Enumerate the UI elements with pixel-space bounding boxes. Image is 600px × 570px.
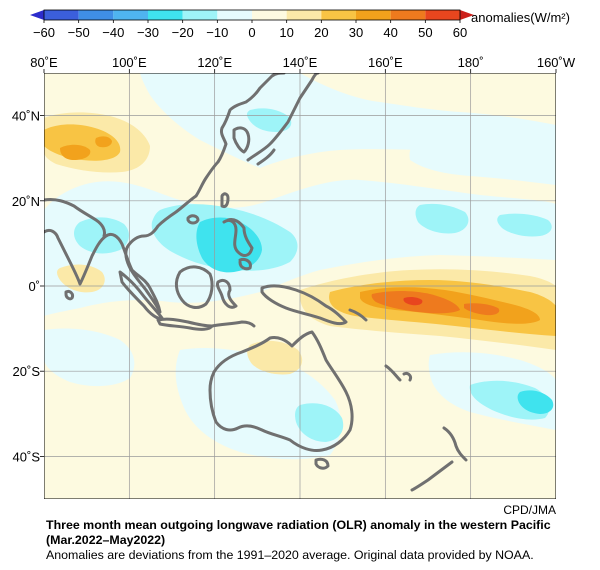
positive-anomaly-fields: [44, 112, 556, 375]
caption-period: (Mar.2022–May2022): [46, 533, 166, 547]
color-scale-tick-label: 60: [453, 25, 467, 40]
color-scale-cell: [321, 10, 356, 20]
longitude-label: 100˚E: [112, 55, 147, 70]
coastline-new-guinea: [260, 284, 348, 326]
latitude-label: 0˚: [28, 279, 40, 294]
latitude-label: 40˚N: [12, 109, 40, 124]
anomaly-cyan-mid-east: [497, 213, 552, 237]
color-scale-tick-label: 30: [349, 25, 363, 40]
coastline-australia: [208, 330, 354, 452]
credit-label: CPD/JMA: [503, 503, 556, 517]
anomaly-cyan-mid-central: [415, 203, 469, 234]
longitude-label: 160˚E: [368, 55, 403, 70]
anomaly-cyan-mid-northeast: [246, 108, 292, 132]
above-maximum-arrow: [460, 10, 474, 20]
anomaly-cyan-light-northeast: [409, 139, 556, 185]
color-scale-tick-label: 0: [248, 25, 255, 40]
color-scale-cell: [286, 10, 322, 20]
caption-note: Anomalies are deviations from the 1991–2…: [46, 548, 534, 562]
color-scale-cell: [113, 10, 148, 20]
map-panel: [44, 73, 556, 499]
color-scale-tick-label: −40: [102, 25, 124, 40]
longitude-label: 160˚W: [537, 55, 576, 70]
anomaly-cyan-light-west: [44, 328, 135, 387]
color-scale-tick-label: 50: [418, 25, 432, 40]
color-scale-cell: [390, 10, 426, 20]
color-scale-cell: [44, 10, 79, 20]
below-minimum-arrow: [30, 10, 44, 20]
color-scale-cell: [182, 10, 218, 20]
color-scale-cell: [252, 10, 287, 20]
anomaly-cyan-strong-se: [517, 390, 554, 414]
anomaly-cyan-mid-bengal: [74, 217, 129, 254]
longitude-label: 120˚E: [197, 55, 232, 70]
longitude-label: 180˚: [458, 55, 484, 70]
anomaly-red-core-equator: [403, 296, 423, 306]
coastline-solomon: [348, 308, 368, 322]
latitude-label: 20˚S: [13, 364, 41, 379]
coastline-lesser-sunda: [210, 320, 256, 328]
color-scale-cell: [356, 10, 391, 20]
color-scale-tick-label: −30: [137, 25, 159, 40]
longitude-labels: 80˚E 100˚E 120˚E 140˚E 160˚E 180˚ 160˚W: [30, 55, 576, 73]
coastline-borneo: [174, 265, 214, 309]
caption-title: Three month mean outgoing longwave radia…: [46, 518, 551, 532]
color-scale-tick-label: −50: [68, 25, 90, 40]
color-scale-tick-label: 20: [314, 25, 328, 40]
color-scale-tick-label: −60: [33, 25, 55, 40]
color-scale-cell: [148, 10, 183, 20]
anomaly-orange-light-india: [57, 264, 105, 293]
coastline-japan: [246, 73, 320, 166]
anomaly-orange-strong-northwest: [60, 144, 91, 160]
anomaly-orange-strong-northwest2: [95, 136, 112, 148]
coastline-fiji: [402, 372, 412, 382]
coastline-tasmania: [314, 457, 330, 470]
figure-caption: Three month mean outgoing longwave radia…: [46, 518, 596, 563]
latitude-label: 40˚S: [13, 449, 41, 464]
coastline-philippines: [222, 218, 254, 271]
anomaly-orange-deep-east: [464, 303, 500, 316]
color-scale-tick-label: −20: [172, 25, 194, 40]
color-scale-tick-label: 40: [383, 25, 397, 40]
coastline-asia-mainland: [44, 73, 286, 314]
color-scale-legend: −60 −50 −40 −30 −20 −10 0 10 20 30 40 50 60 anomalie…: [30, 9, 570, 40]
coastline-new-caledonia: [384, 364, 402, 382]
coastline-sulawesi: [216, 278, 238, 309]
coastline-asia-northwest: [44, 198, 106, 238]
color-scale-cell: [78, 10, 114, 20]
lat-lon-grid: [44, 73, 556, 499]
coastline-korea: [232, 126, 251, 154]
coastline-sri-lanka: [64, 290, 74, 301]
coastlines: [44, 73, 468, 492]
latitude-labels: 40˚N 20˚N 0˚ 20˚S 40˚S: [12, 109, 44, 464]
color-scale-cell: [425, 10, 460, 20]
anomaly-orange-light-australia-north: [247, 340, 303, 375]
coastline-new-zealand-north: [442, 426, 468, 462]
color-scale-tick-label: 10: [279, 25, 293, 40]
longitude-label: 140˚E: [283, 55, 318, 70]
color-scale-cell: [217, 10, 252, 20]
coastline-taiwan: [220, 192, 230, 208]
longitude-label: 80˚E: [30, 55, 58, 70]
anomaly-cyan-mid-south: [295, 403, 344, 442]
color-scale-tick-label: −10: [206, 25, 228, 40]
legend-unit-label: anomalies(W/m²): [471, 10, 570, 25]
coastline-hainan: [186, 214, 200, 225]
coastline-new-zealand-south: [410, 460, 454, 492]
latitude-label: 20˚N: [12, 194, 40, 209]
